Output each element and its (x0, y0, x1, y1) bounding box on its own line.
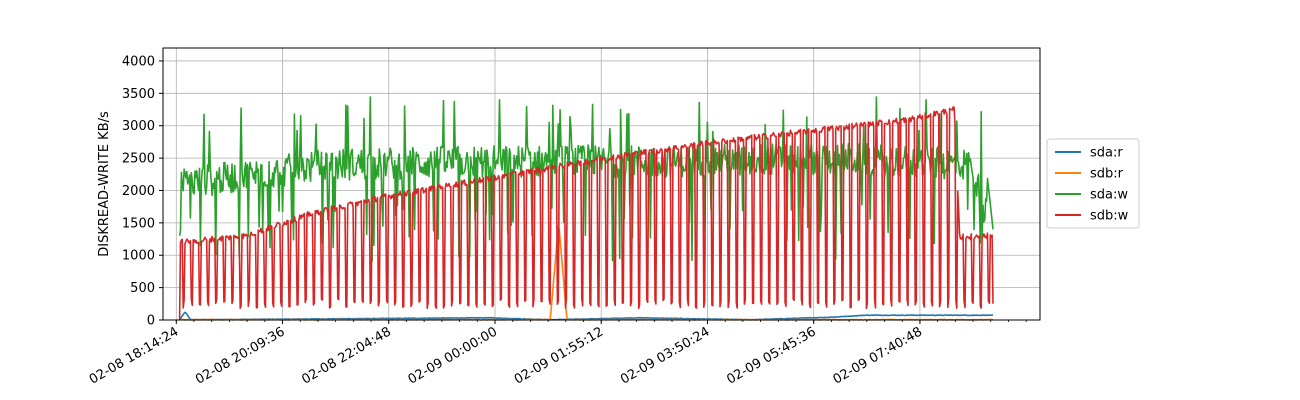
y-axis-title: DISKREAD-WRITE KB/s (97, 111, 112, 257)
x-tick-label: 02-08 18:14:24 (87, 324, 181, 387)
x-tick-label: 02-09 01:55:12 (512, 324, 606, 387)
legend-box (1046, 138, 1140, 229)
x-tick-label: 02-09 00:00:00 (406, 324, 500, 387)
x-tick-label: 02-09 07:40:48 (831, 324, 925, 387)
y-axis: 0 500 1000 1500 2000 2500 3000 3500 4000 (122, 54, 163, 329)
y-tick-label: 500 (130, 281, 155, 296)
x-tick-label: 02-08 22:04:48 (299, 324, 393, 387)
x-axis: 02-08 18:14:24 02-08 20:09:36 02-08 22:04:… (87, 320, 1027, 388)
y-tick-label: 1500 (122, 216, 155, 231)
x-tick-label: 02-09 03:50:24 (618, 324, 712, 387)
x-tick-label: 02-08 20:09:36 (193, 324, 287, 387)
y-tick-label: 2500 (122, 152, 155, 167)
legend-label: sdb:r (1090, 167, 1124, 182)
y-tick-label: 3000 (122, 119, 155, 134)
legend-label: sda:w (1090, 188, 1128, 203)
legend-label: sda:r (1090, 146, 1123, 161)
y-tick-label: 1000 (122, 249, 155, 264)
series-lines (178, 96, 994, 321)
series-line-sda-w (178, 96, 994, 262)
legend: sda:r sdb:r sda:w sdb:w (1046, 138, 1140, 229)
y-tick-label: 2000 (122, 184, 155, 199)
y-tick-label: 4000 (122, 54, 155, 69)
series-line-sdb-w (178, 106, 994, 321)
x-tick-label: 02-09 05:45:36 (724, 324, 818, 387)
series-line-sdb-r (179, 225, 994, 321)
y-tick-label: 0 (147, 314, 155, 329)
legend-label: sdb:w (1090, 209, 1129, 224)
y-tick-label: 3500 (122, 87, 155, 102)
